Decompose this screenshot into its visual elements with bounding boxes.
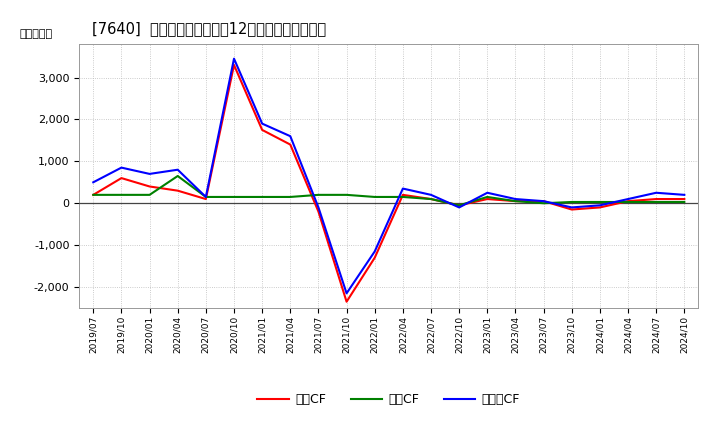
営業CF — [539, 198, 548, 204]
Text: [7640]  キャッシュフローの12か月移動合計の推移: [7640] キャッシュフローの12か月移動合計の推移 — [91, 21, 325, 36]
投資CF — [455, 203, 464, 208]
Legend: 営業CF, 投資CF, フリーCF: 営業CF, 投資CF, フリーCF — [253, 388, 525, 411]
営業CF — [258, 127, 266, 132]
営業CF — [370, 255, 379, 260]
投資CF — [286, 194, 294, 200]
フリーCF — [342, 291, 351, 296]
フリーCF — [230, 56, 238, 61]
営業CF — [342, 299, 351, 304]
フリーCF — [624, 196, 632, 202]
営業CF — [624, 198, 632, 204]
フリーCF — [117, 165, 126, 170]
営業CF — [117, 176, 126, 181]
営業CF — [89, 192, 98, 198]
投資CF — [483, 194, 492, 200]
フリーCF — [174, 167, 182, 172]
営業CF — [286, 142, 294, 147]
投資CF — [117, 192, 126, 198]
フリーCF — [258, 121, 266, 126]
投資CF — [174, 173, 182, 179]
営業CF — [483, 196, 492, 202]
フリーCF — [567, 205, 576, 210]
投資CF — [202, 194, 210, 200]
営業CF — [145, 184, 154, 189]
Y-axis label: （百万円）: （百万円） — [19, 29, 53, 39]
営業CF — [230, 62, 238, 68]
フリーCF — [202, 194, 210, 200]
投資CF — [652, 199, 660, 205]
フリーCF — [370, 249, 379, 254]
フリーCF — [539, 198, 548, 204]
フリーCF — [511, 196, 520, 202]
投資CF — [399, 194, 408, 200]
営業CF — [567, 207, 576, 212]
フリーCF — [89, 180, 98, 185]
営業CF — [455, 203, 464, 208]
フリーCF — [314, 205, 323, 210]
投資CF — [230, 194, 238, 200]
フリーCF — [652, 190, 660, 195]
フリーCF — [483, 190, 492, 195]
投資CF — [145, 192, 154, 198]
投資CF — [370, 194, 379, 200]
投資CF — [624, 199, 632, 205]
営業CF — [652, 196, 660, 202]
営業CF — [314, 209, 323, 214]
投資CF — [539, 201, 548, 206]
営業CF — [595, 205, 604, 210]
投資CF — [258, 194, 266, 200]
投資CF — [511, 198, 520, 204]
営業CF — [427, 196, 436, 202]
Line: フリーCF: フリーCF — [94, 59, 684, 293]
フリーCF — [145, 171, 154, 176]
フリーCF — [427, 192, 436, 198]
営業CF — [202, 196, 210, 202]
投資CF — [680, 199, 688, 205]
投資CF — [89, 192, 98, 198]
フリーCF — [286, 134, 294, 139]
Line: 投資CF: 投資CF — [94, 176, 684, 205]
営業CF — [399, 192, 408, 198]
投資CF — [595, 199, 604, 205]
営業CF — [680, 196, 688, 202]
営業CF — [174, 188, 182, 193]
フリーCF — [595, 203, 604, 208]
投資CF — [567, 199, 576, 205]
投資CF — [342, 192, 351, 198]
Line: 営業CF: 営業CF — [94, 65, 684, 302]
投資CF — [427, 196, 436, 202]
営業CF — [511, 198, 520, 204]
投資CF — [314, 192, 323, 198]
フリーCF — [680, 192, 688, 198]
フリーCF — [399, 186, 408, 191]
フリーCF — [455, 205, 464, 210]
